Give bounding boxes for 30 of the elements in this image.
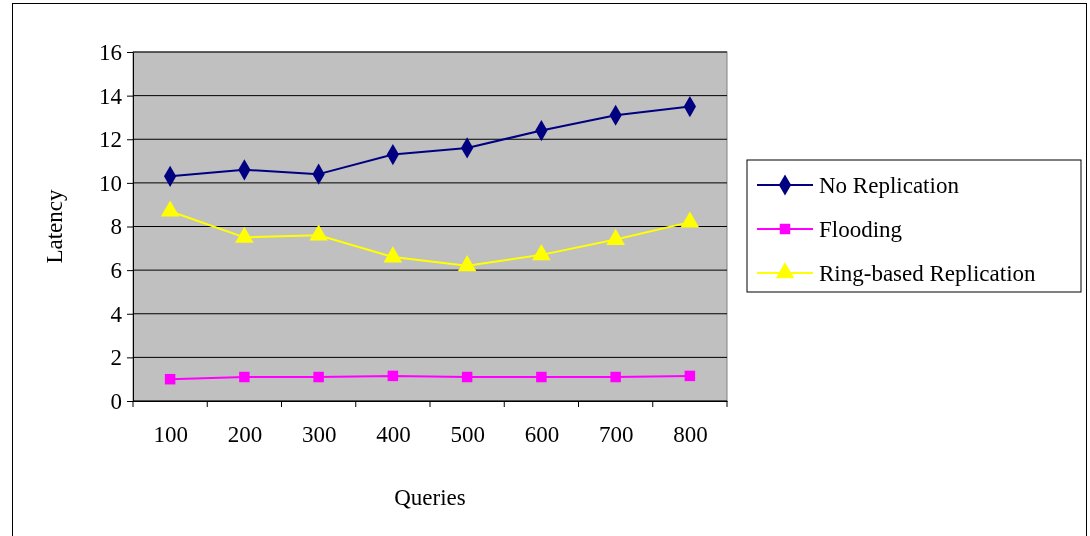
y-tick-label: 10 bbox=[99, 170, 122, 196]
point bbox=[461, 371, 473, 383]
x-tick-label: 800 bbox=[673, 422, 708, 447]
y-axis-title: Latency bbox=[42, 188, 67, 264]
y-tick-label: 14 bbox=[99, 83, 123, 109]
point bbox=[313, 371, 324, 383]
point bbox=[684, 370, 696, 382]
point bbox=[387, 370, 399, 382]
point bbox=[239, 371, 250, 383]
x-tick-label: 100 bbox=[153, 422, 188, 447]
x-tick-label: 700 bbox=[598, 422, 634, 447]
point bbox=[164, 373, 176, 385]
y-tick-label: 6 bbox=[110, 257, 122, 283]
y-tick-label: 0 bbox=[110, 388, 122, 414]
point bbox=[536, 371, 547, 383]
y-tick-label: 12 bbox=[99, 127, 122, 153]
x-tick-label: 200 bbox=[227, 422, 263, 447]
point bbox=[610, 371, 621, 383]
y-tick-label: 2 bbox=[110, 345, 122, 371]
legend-label: Ring-based Replication bbox=[819, 261, 1037, 286]
y-tick-label: 4 bbox=[110, 301, 123, 327]
y-tick-label: 8 bbox=[110, 214, 122, 240]
x-tick-label: 600 bbox=[524, 422, 560, 447]
legend-label: No Replication bbox=[819, 173, 960, 198]
x-tick-label: 300 bbox=[301, 422, 337, 447]
x-tick-label: 500 bbox=[450, 422, 485, 447]
x-axis-title: Queries bbox=[394, 485, 466, 510]
x-tick-label: 400 bbox=[376, 422, 411, 447]
y-tick-label: 16 bbox=[99, 39, 122, 65]
legend-label: Flooding bbox=[819, 217, 903, 242]
